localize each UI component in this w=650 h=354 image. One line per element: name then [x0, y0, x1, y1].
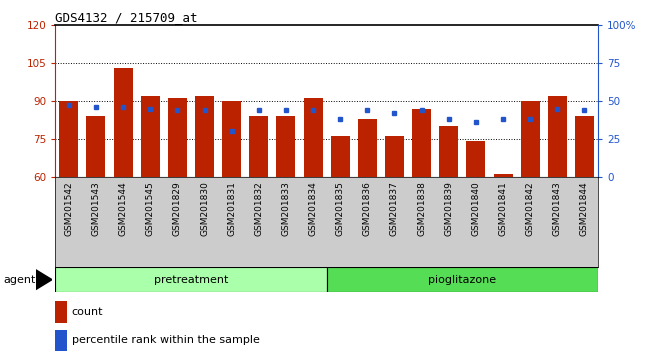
Text: GSM201542: GSM201542 — [64, 182, 73, 236]
Text: GSM201834: GSM201834 — [309, 182, 318, 236]
Text: GSM201843: GSM201843 — [552, 182, 562, 236]
Text: GSM201835: GSM201835 — [335, 182, 345, 236]
Bar — [55, 267, 326, 292]
Text: GSM201841: GSM201841 — [499, 182, 508, 236]
Text: GSM201839: GSM201839 — [444, 182, 453, 236]
Bar — [168, 98, 187, 177]
Bar — [548, 96, 567, 177]
Text: GSM201545: GSM201545 — [146, 182, 155, 236]
Text: GSM201543: GSM201543 — [92, 182, 101, 236]
Bar — [86, 116, 105, 177]
Bar — [467, 142, 486, 177]
Bar — [439, 126, 458, 177]
Text: GDS4132 / 215709_at: GDS4132 / 215709_at — [55, 11, 198, 24]
Text: GSM201840: GSM201840 — [471, 182, 480, 236]
Bar — [304, 98, 322, 177]
Text: GSM201833: GSM201833 — [281, 182, 291, 236]
Bar — [358, 119, 377, 177]
Text: pioglitazone: pioglitazone — [428, 275, 497, 285]
Text: pretreatment: pretreatment — [154, 275, 228, 285]
Polygon shape — [36, 270, 52, 290]
Text: GSM201838: GSM201838 — [417, 182, 426, 236]
Bar — [331, 136, 350, 177]
Text: GSM201844: GSM201844 — [580, 182, 589, 236]
Text: count: count — [72, 307, 103, 317]
Bar — [59, 101, 78, 177]
Bar — [114, 68, 133, 177]
Bar — [55, 330, 67, 351]
Bar — [385, 136, 404, 177]
Bar — [521, 101, 539, 177]
Bar — [412, 108, 431, 177]
Bar — [250, 116, 268, 177]
Bar — [326, 267, 598, 292]
Text: GSM201832: GSM201832 — [254, 182, 263, 236]
Bar — [141, 96, 160, 177]
Bar — [276, 116, 295, 177]
Bar — [222, 101, 241, 177]
Text: GSM201831: GSM201831 — [227, 182, 236, 236]
Text: GSM201836: GSM201836 — [363, 182, 372, 236]
Text: agent: agent — [3, 275, 36, 285]
Text: percentile rank within the sample: percentile rank within the sample — [72, 335, 259, 346]
Text: GSM201829: GSM201829 — [173, 182, 182, 236]
Text: GSM201830: GSM201830 — [200, 182, 209, 236]
Bar — [195, 96, 214, 177]
Text: GSM201842: GSM201842 — [526, 182, 535, 236]
Bar — [493, 175, 512, 177]
Text: GSM201837: GSM201837 — [390, 182, 399, 236]
Bar — [575, 116, 594, 177]
Text: GSM201544: GSM201544 — [118, 182, 127, 236]
Bar — [55, 301, 67, 323]
